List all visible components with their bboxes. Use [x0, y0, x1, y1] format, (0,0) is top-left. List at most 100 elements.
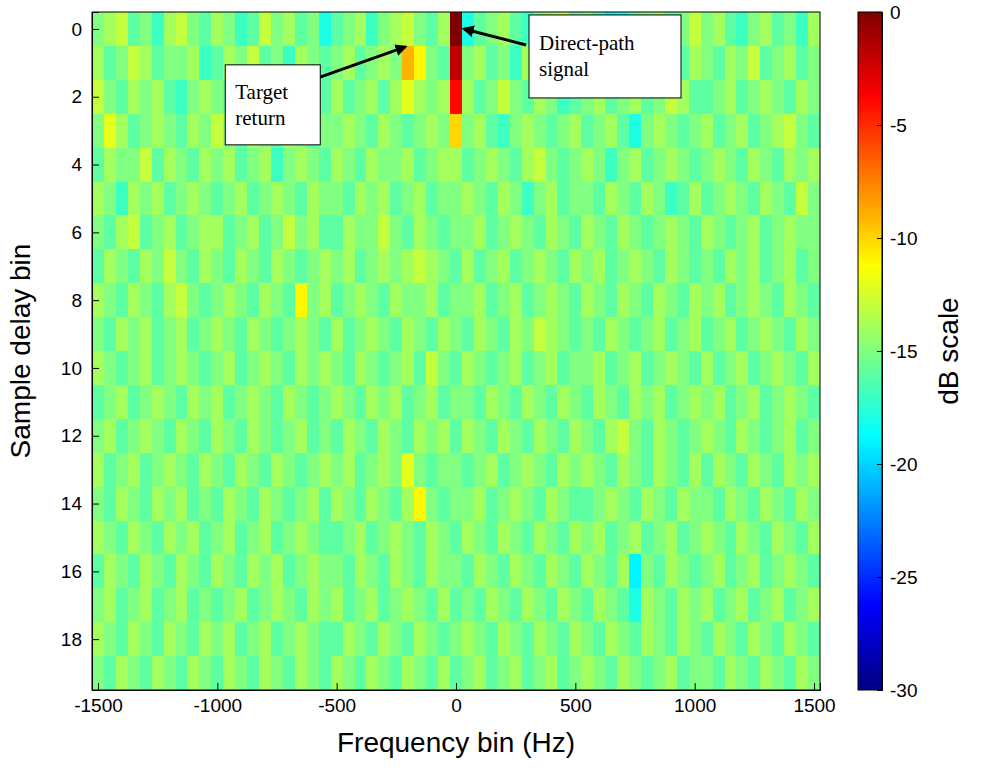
cell: [760, 182, 773, 217]
cell: [199, 487, 212, 521]
cell: [307, 453, 320, 488]
cell: [725, 554, 738, 589]
cell: [796, 215, 809, 250]
cell: [713, 215, 726, 250]
cell: [259, 453, 272, 488]
cell: [486, 622, 499, 657]
cell: [378, 114, 391, 149]
cell: [510, 385, 523, 420]
cell: [474, 385, 487, 420]
cell: [641, 317, 654, 352]
cell: [176, 622, 189, 657]
cell: [617, 215, 630, 250]
cell: [307, 554, 320, 589]
cell: [617, 249, 630, 283]
cell: [128, 12, 141, 47]
cell: [772, 453, 785, 488]
cell: [534, 521, 547, 556]
cell: [581, 419, 594, 454]
cell: [199, 12, 212, 47]
cell: [366, 419, 379, 454]
cell: [271, 622, 284, 657]
cell: [450, 453, 463, 488]
cell: [701, 453, 714, 488]
cell: [426, 317, 439, 352]
cell: [390, 283, 403, 318]
cell: [748, 114, 761, 149]
cell: [140, 46, 153, 81]
cell: [271, 283, 284, 318]
cell: [557, 554, 570, 589]
cell: [689, 656, 702, 690]
cell: [319, 317, 332, 352]
cell: [355, 351, 368, 386]
cell: [593, 588, 606, 623]
cell: [784, 182, 797, 217]
cell: [271, 317, 284, 352]
cell: [605, 283, 618, 318]
cell: [808, 215, 820, 250]
cell: [331, 114, 344, 149]
cell: [355, 385, 368, 420]
cell: [378, 588, 391, 623]
cell: [641, 487, 654, 521]
cell: [486, 521, 499, 556]
cell: [295, 182, 308, 217]
cell: [569, 419, 582, 454]
cell: [343, 283, 356, 318]
cell: [152, 351, 165, 386]
tick-mark: [877, 690, 882, 691]
cell: [104, 554, 117, 589]
cell: [593, 453, 606, 488]
colorbar-tick-label: -30: [890, 680, 917, 701]
cell: [128, 114, 141, 149]
cell: [808, 148, 820, 183]
cell: [414, 317, 427, 352]
cell: [378, 521, 391, 556]
x-tick-label: 0: [451, 695, 462, 716]
cell: [390, 419, 403, 454]
cell: [343, 317, 356, 352]
cell: [569, 283, 582, 318]
cell: [808, 80, 820, 115]
cell: [402, 46, 415, 81]
cell: [689, 148, 702, 183]
cell: [713, 249, 726, 283]
cell: [414, 419, 427, 454]
cell: [199, 215, 212, 250]
cell: [152, 588, 165, 623]
x-axis-title: Frequency bin (Hz): [337, 727, 575, 758]
x-tick-label: 500: [560, 695, 592, 716]
cell: [736, 385, 749, 420]
cell: [629, 351, 642, 386]
cell: [343, 453, 356, 488]
cell: [748, 215, 761, 250]
cell: [295, 521, 308, 556]
tick: 0: [71, 19, 99, 40]
cell: [438, 80, 451, 115]
cell: [784, 317, 797, 352]
cell: [677, 419, 690, 454]
cell: [760, 351, 773, 386]
cell: [438, 419, 451, 454]
cell: [331, 453, 344, 488]
annotation: Direct-pathsignal: [464, 15, 681, 98]
cell: [426, 487, 439, 521]
cell: [796, 521, 809, 556]
tick-mark: [217, 683, 218, 690]
cell: [187, 12, 200, 47]
tick: 1000: [674, 683, 716, 716]
cell: [128, 656, 141, 690]
cell: [140, 80, 153, 115]
cell: [510, 249, 523, 283]
cell: [510, 182, 523, 217]
cell: [450, 622, 463, 657]
tick-mark: [877, 577, 882, 578]
cell: [378, 182, 391, 217]
cell: [247, 249, 260, 283]
cell: [187, 521, 200, 556]
cell: [701, 215, 714, 250]
cell: [772, 317, 785, 352]
cell: [176, 554, 189, 589]
cell: [295, 419, 308, 454]
